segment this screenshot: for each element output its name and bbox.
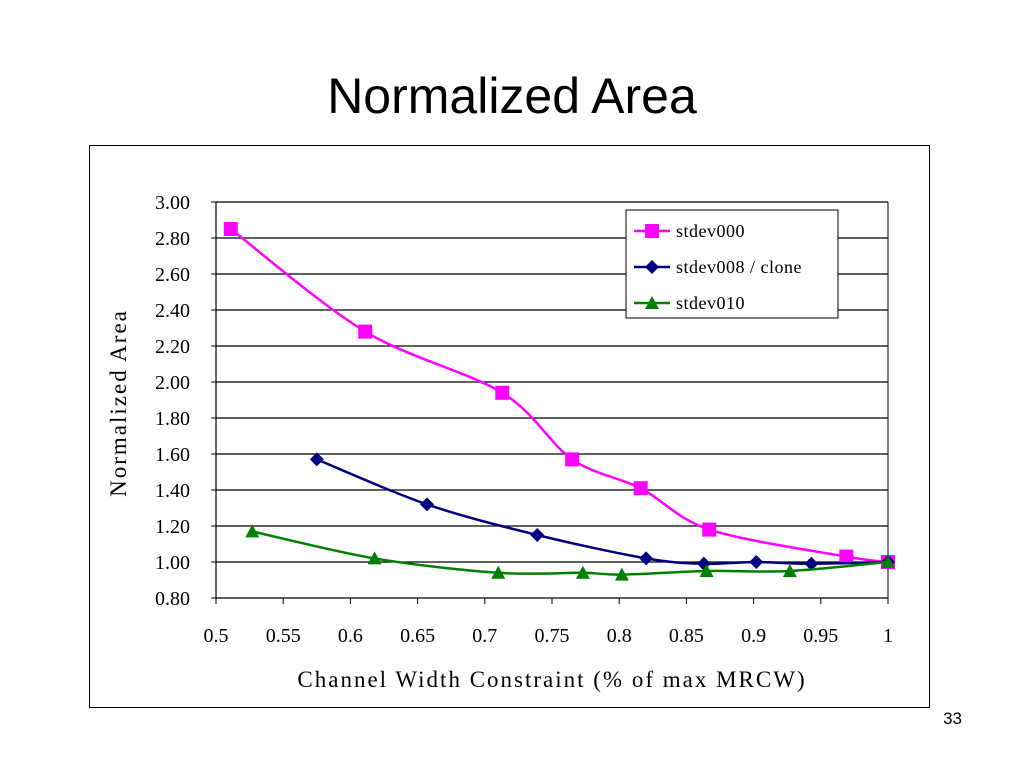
- x-tick-label: 0.85: [669, 625, 704, 647]
- data-point: [223, 222, 238, 236]
- x-tick-label: 0.5: [204, 625, 229, 647]
- legend-item: stdev010: [634, 293, 745, 313]
- data-point: [367, 551, 382, 565]
- data-point: [245, 524, 260, 538]
- y-tick-label: 1.20: [155, 516, 190, 538]
- data-point: [491, 565, 506, 579]
- y-axis-title: Normalized Area: [106, 309, 131, 497]
- y-tick-label: 1.60: [155, 444, 190, 466]
- y-tick-label: 1.80: [155, 408, 190, 430]
- x-axis-title: Channel Width Constraint (% of max MRCW): [297, 667, 806, 692]
- legend-label: stdev008 / clone: [676, 257, 802, 277]
- y-tick-label: 0.80: [155, 588, 190, 610]
- x-tick-label: 0.9: [741, 625, 766, 647]
- data-point: [749, 555, 764, 569]
- y-tick-label: 2.80: [155, 228, 190, 250]
- data-point: [358, 324, 373, 339]
- y-tick-label: 2.60: [155, 264, 190, 286]
- data-point: [881, 555, 895, 568]
- data-point: [565, 452, 580, 467]
- data-point: [645, 260, 659, 274]
- x-tick-label: 1: [883, 625, 893, 647]
- x-tick-label: 0.6: [338, 625, 363, 647]
- x-tick-label: 0.65: [400, 625, 435, 647]
- data-point: [645, 296, 659, 309]
- legend-item: stdev008 / clone: [634, 257, 802, 277]
- x-tick-label: 0.8: [607, 625, 632, 647]
- y-tick-label: 2.40: [155, 300, 190, 322]
- axes: 0.80 1.00 1.20 1.40 1.60 1.80 2.00 2.20 2.40 2.60…: [155, 192, 893, 647]
- data-point: [575, 565, 590, 579]
- series-line: [252, 530, 889, 576]
- y-tick-label: 2.20: [155, 336, 190, 358]
- y-tick-label: 3.00: [155, 192, 190, 214]
- legend-label: stdev000: [676, 221, 745, 241]
- legend: stdev000 stdev008 / clone stdev010: [625, 209, 839, 319]
- data-point: [495, 385, 510, 400]
- legend-label: stdev010: [676, 293, 745, 313]
- y-tick-label: 2.00: [155, 372, 190, 394]
- x-tick-label: 0.7: [472, 625, 497, 647]
- data-point: [702, 522, 717, 537]
- data-point: [420, 497, 435, 512]
- series-stdev010: [245, 524, 895, 581]
- x-tick-label: 0.55: [266, 625, 301, 647]
- legend-box: [625, 209, 839, 319]
- page-number: 33: [943, 709, 962, 728]
- data-point: [839, 549, 854, 564]
- data-point: [639, 551, 654, 566]
- grid-lines: [216, 201, 888, 563]
- x-tick-label: 0.95: [803, 625, 838, 647]
- data-point: [699, 564, 714, 577]
- data-point: [782, 564, 797, 577]
- data-point: [645, 224, 659, 238]
- legend-item: stdev000: [634, 221, 745, 241]
- data-point: [633, 481, 648, 496]
- x-tick-label: 0.75: [535, 625, 570, 647]
- series-layer: [223, 222, 895, 581]
- y-tick-label: 1.40: [155, 480, 190, 502]
- data-point: [614, 567, 629, 581]
- slide-title: Normalized Area: [327, 68, 697, 124]
- data-point: [530, 528, 545, 542]
- y-tick-label: 1.00: [155, 552, 190, 574]
- data-point: [309, 452, 324, 467]
- series-stdev008-clone: [309, 452, 895, 571]
- data-point: [804, 556, 819, 571]
